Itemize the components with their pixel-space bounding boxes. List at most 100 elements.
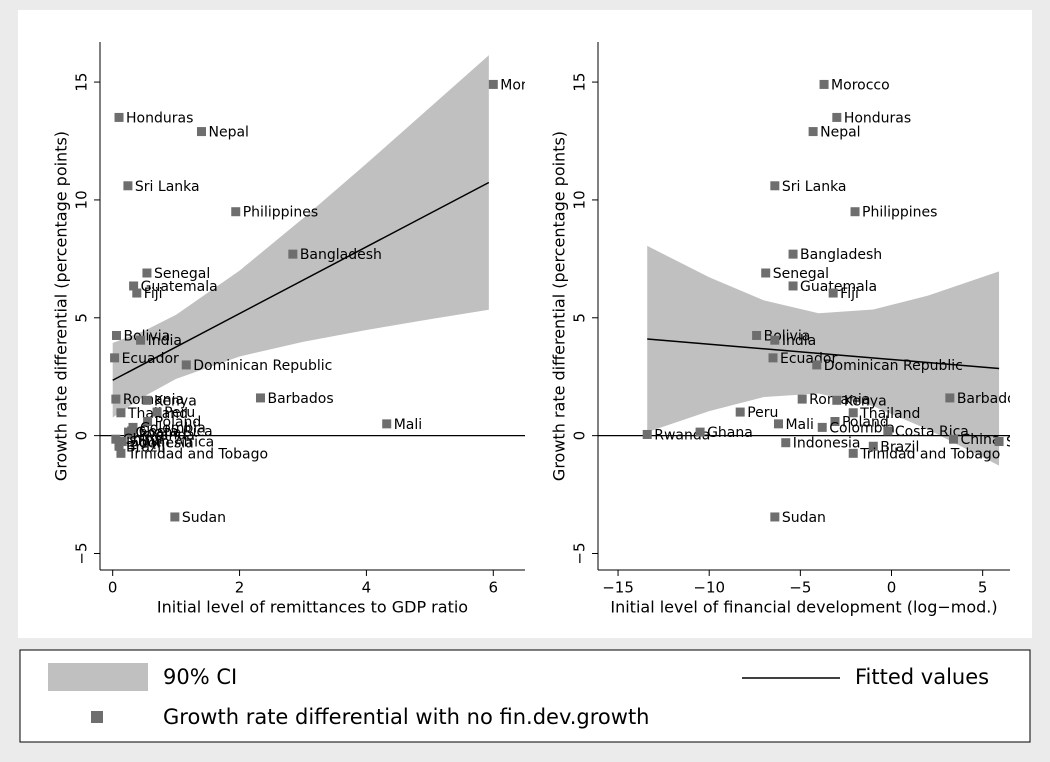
- fit-line: [647, 338, 1000, 370]
- legend-points-label: Growth rate differential with no fin.dev…: [163, 705, 650, 729]
- point-label: Morocco: [500, 77, 559, 93]
- point: [752, 330, 762, 340]
- point: [142, 395, 152, 405]
- point-label: Trinidad and Tobago: [127, 446, 268, 462]
- fit-line: [112, 181, 490, 381]
- point-label: Trinidad and Tobago: [859, 446, 1000, 462]
- x-tick-label: −10: [693, 579, 725, 597]
- point: [948, 434, 958, 444]
- legend-ci-label: 90% CI: [163, 665, 237, 689]
- point: [770, 335, 780, 345]
- point-label: Peru: [164, 405, 195, 421]
- point-label: Dominican Republic: [193, 358, 332, 374]
- y-tick-label: −5: [571, 542, 589, 564]
- point-label: Colombia: [140, 420, 206, 436]
- point: [830, 417, 840, 426]
- point-label: Rwanda: [139, 427, 195, 443]
- point-label: Romania: [123, 392, 184, 408]
- y-tick-label: 0: [571, 431, 589, 441]
- x-tick-label: 0: [108, 579, 118, 597]
- point: [832, 112, 842, 122]
- point: [773, 419, 783, 429]
- point: [124, 427, 134, 437]
- point: [761, 268, 771, 278]
- point: [231, 207, 241, 217]
- point: [288, 249, 298, 259]
- point-label: South Africa: [1006, 435, 1050, 451]
- point: [152, 407, 162, 417]
- point: [848, 408, 858, 418]
- point-label: Sri Lanka: [782, 179, 847, 195]
- point-label: Sudan: [182, 510, 226, 526]
- point: [848, 448, 858, 458]
- point: [828, 288, 838, 298]
- y-tick-label: 10: [571, 190, 589, 209]
- point: [143, 417, 153, 426]
- point-label: Ghana: [136, 425, 182, 441]
- point: [255, 393, 265, 403]
- point-label: Bangladesh: [300, 247, 382, 263]
- point: [868, 441, 878, 451]
- point: [817, 422, 827, 432]
- y-tick-label: 15: [73, 73, 91, 92]
- y-tick-label: 5: [571, 313, 589, 323]
- y-tick-label: 0: [73, 431, 91, 441]
- point-label: Brazil: [126, 439, 165, 455]
- point-label: Kenya: [844, 393, 887, 409]
- point-label: Peru: [747, 405, 778, 421]
- point-label: Sudan: [782, 510, 826, 526]
- point-label: Guatemala: [141, 279, 218, 295]
- point: [797, 394, 807, 404]
- point: [123, 181, 133, 191]
- point: [132, 288, 142, 298]
- point: [110, 353, 120, 363]
- point: [114, 441, 124, 451]
- ci-band: [647, 245, 1000, 466]
- y-tick-label: −5: [73, 542, 91, 564]
- legend-fit-label: Fitted values: [855, 665, 989, 689]
- point-label: Honduras: [126, 110, 193, 126]
- point: [111, 434, 121, 444]
- point-label: Bangladesh: [800, 247, 882, 263]
- point: [142, 268, 152, 278]
- point-label: Senegal: [773, 266, 829, 282]
- ci-band: [112, 55, 489, 418]
- point-label: Kenya: [154, 393, 197, 409]
- point-label: Philippines: [243, 205, 318, 221]
- point: [111, 394, 121, 404]
- point: [768, 353, 778, 363]
- point-label: Colombia: [829, 420, 895, 436]
- point: [770, 512, 780, 522]
- point-label: Fiji: [144, 286, 163, 302]
- point-label: Nepal: [208, 125, 248, 141]
- point: [116, 408, 126, 418]
- point-label: Costa Rica: [139, 424, 213, 440]
- point-label: India: [148, 333, 182, 349]
- point: [735, 407, 745, 417]
- y-axis-title: Growth rate differential (percentage poi…: [52, 131, 71, 481]
- point-label: Barbados: [957, 391, 1023, 407]
- x-axis-title: Initial level of financial development (…: [610, 598, 997, 617]
- x-axis-title: Initial level of remittances to GDP rati…: [157, 598, 468, 617]
- point-label: Bolivia: [123, 328, 170, 344]
- point-label: Poland: [842, 415, 889, 431]
- point: [850, 207, 860, 217]
- point: [642, 429, 652, 439]
- point-label: Honduras: [844, 110, 911, 126]
- point: [116, 448, 126, 458]
- point-label: Ecuador: [122, 351, 179, 367]
- x-tick-label: 2: [235, 579, 245, 597]
- x-tick-label: −15: [602, 579, 634, 597]
- x-tick-label: 6: [489, 579, 499, 597]
- point: [788, 249, 798, 259]
- legend-ci-swatch: [48, 663, 148, 691]
- point-label: Sri Lanka: [135, 179, 200, 195]
- plot-area: Morocco Honduras Nepal Sri Lanka Philippines…: [100, 55, 559, 526]
- point-label: India: [782, 333, 816, 349]
- point: [812, 360, 822, 370]
- point: [781, 438, 791, 448]
- point-label: Guatemala: [800, 279, 877, 295]
- point-label: Mali: [394, 417, 422, 433]
- y-tick-label: 10: [73, 190, 91, 209]
